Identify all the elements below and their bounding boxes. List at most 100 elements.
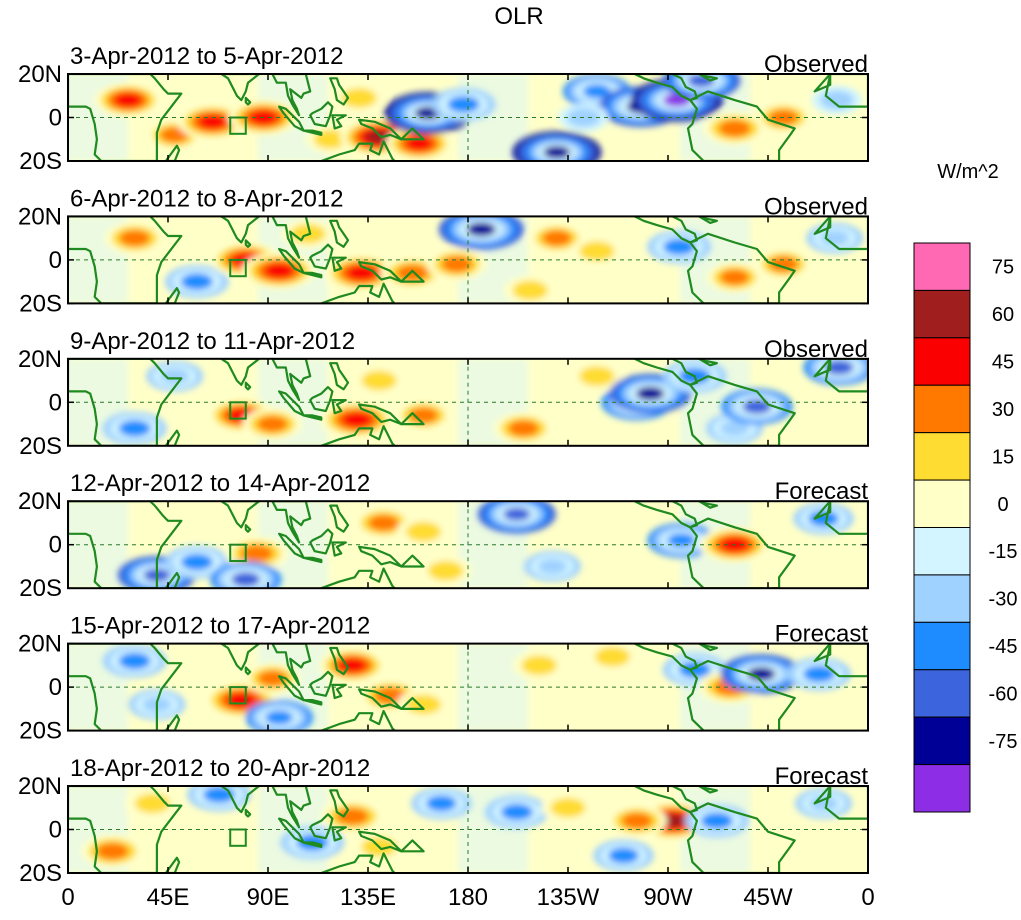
anomaly-blob bbox=[197, 114, 227, 130]
x-tick-label: 135E bbox=[340, 884, 396, 911]
anomaly-blob bbox=[341, 412, 372, 428]
x-tick-label: 45E bbox=[147, 884, 190, 911]
coastline bbox=[697, 216, 719, 224]
coastline bbox=[302, 698, 323, 706]
panel: 20N 0 20S 18-Apr-2012 to 20-Apr-2012 Forecas… bbox=[18, 755, 869, 887]
coastline bbox=[358, 261, 403, 283]
coastline bbox=[302, 414, 323, 421]
coastline bbox=[244, 96, 252, 106]
coastline bbox=[331, 256, 347, 272]
y-tick-label: 20N bbox=[18, 346, 62, 373]
panel-period-label: 18-Apr-2012 to 20-Apr-2012 bbox=[70, 755, 370, 782]
coastline bbox=[164, 714, 181, 731]
panel-period-label: 12-Apr-2012 to 14-Apr-2012 bbox=[70, 470, 370, 497]
panel-period-label: 3-Apr-2012 to 5-Apr-2012 bbox=[70, 43, 344, 70]
panel: 20N 0 20S 3-Apr-2012 to 5-Apr-2012 Observed bbox=[18, 43, 869, 175]
colorbar-swatch bbox=[913, 716, 971, 766]
coastline bbox=[309, 386, 334, 413]
anomaly-blob bbox=[428, 561, 464, 581]
coastline bbox=[320, 425, 396, 446]
colorbar-tick-label: 60 bbox=[992, 304, 1014, 326]
coastline bbox=[309, 101, 334, 128]
olr-map bbox=[68, 216, 868, 304]
anomaly-blob bbox=[441, 256, 473, 273]
colorbar-swatch bbox=[913, 337, 971, 386]
colorbar: 75 60 45 30 15 0 -15 -30 -45 -60 -75 bbox=[913, 242, 1018, 813]
x-tick-label: 0 bbox=[861, 884, 874, 911]
anomaly-blob bbox=[500, 803, 533, 821]
y-tick-label: 0 bbox=[49, 674, 62, 701]
y-tick-label: 0 bbox=[49, 247, 62, 274]
coastline bbox=[400, 696, 425, 711]
coastline bbox=[329, 646, 350, 676]
olr-map bbox=[68, 74, 868, 161]
coastline bbox=[271, 501, 312, 544]
coastline bbox=[824, 643, 868, 678]
anomaly-blob bbox=[265, 710, 294, 725]
coastline bbox=[331, 826, 347, 842]
anomaly-blob bbox=[809, 795, 839, 812]
coastline bbox=[358, 118, 403, 141]
coastline bbox=[220, 643, 261, 671]
anomaly-blob bbox=[537, 558, 567, 575]
coastline bbox=[331, 683, 347, 700]
coastline bbox=[358, 403, 403, 426]
anomaly-blob bbox=[336, 808, 369, 825]
anomaly-blob bbox=[396, 264, 429, 282]
coastline bbox=[329, 219, 350, 248]
coastline bbox=[164, 856, 181, 873]
anomaly-blob bbox=[503, 507, 531, 521]
olr-map bbox=[68, 786, 868, 873]
y-tick-label: 0 bbox=[49, 532, 62, 559]
y-tick-label: 20S bbox=[19, 433, 62, 460]
coastline bbox=[271, 216, 312, 259]
colorbar-swatch bbox=[913, 621, 971, 671]
colorbar-swatch bbox=[913, 242, 971, 291]
coastlines bbox=[68, 216, 868, 304]
y-tick-label: 20N bbox=[18, 488, 62, 515]
colorbar-tick-label: 0 bbox=[997, 494, 1008, 516]
coastline bbox=[358, 830, 403, 853]
anomaly-blob bbox=[720, 269, 750, 286]
colorbar-tick-label: 45 bbox=[992, 352, 1014, 374]
coastline bbox=[824, 216, 868, 251]
coastline bbox=[68, 643, 183, 731]
coastline bbox=[824, 501, 868, 535]
colorbar-swatch bbox=[913, 384, 971, 434]
anomaly-blob bbox=[824, 360, 854, 375]
coastline bbox=[309, 243, 334, 270]
anomaly-blob bbox=[426, 795, 457, 812]
olr-map bbox=[68, 501, 868, 589]
anomaly-blob bbox=[820, 230, 850, 246]
anomaly-blob bbox=[543, 145, 571, 159]
coastline bbox=[329, 77, 350, 106]
y-tick-label: 20N bbox=[18, 773, 62, 800]
anomaly-blob bbox=[808, 510, 839, 527]
coastline bbox=[164, 429, 181, 446]
anomaly-blob bbox=[636, 386, 665, 401]
colorbar-tick-label: -45 bbox=[989, 636, 1018, 658]
coastline bbox=[68, 74, 183, 161]
coastline bbox=[331, 541, 347, 557]
anomaly-blob bbox=[257, 415, 288, 433]
y-tick-label: 20S bbox=[19, 718, 62, 745]
coastlines bbox=[68, 74, 868, 161]
coastline bbox=[271, 643, 312, 687]
anomaly-blob bbox=[608, 847, 639, 864]
colorbar-units: W/m^2 bbox=[937, 161, 999, 183]
colorbar-tick-label: 75 bbox=[992, 257, 1014, 279]
colorbar-tick-label: -75 bbox=[989, 731, 1018, 753]
anomaly-blob bbox=[118, 420, 151, 437]
panel-period-label: 9-Apr-2012 to 11-Apr-2012 bbox=[70, 328, 355, 355]
coastline bbox=[244, 808, 252, 818]
coastline bbox=[271, 358, 312, 402]
colorbar-tick-label: -60 bbox=[989, 683, 1018, 705]
x-tick-label: 135W bbox=[537, 884, 600, 911]
coastline bbox=[220, 501, 261, 529]
anomaly-blob bbox=[521, 655, 557, 676]
y-tick-label: 0 bbox=[49, 817, 62, 844]
x-tick-label: 90E bbox=[247, 884, 290, 911]
coastline bbox=[400, 412, 425, 426]
panel-period-label: 6-Apr-2012 to 8-Apr-2012 bbox=[70, 185, 344, 212]
